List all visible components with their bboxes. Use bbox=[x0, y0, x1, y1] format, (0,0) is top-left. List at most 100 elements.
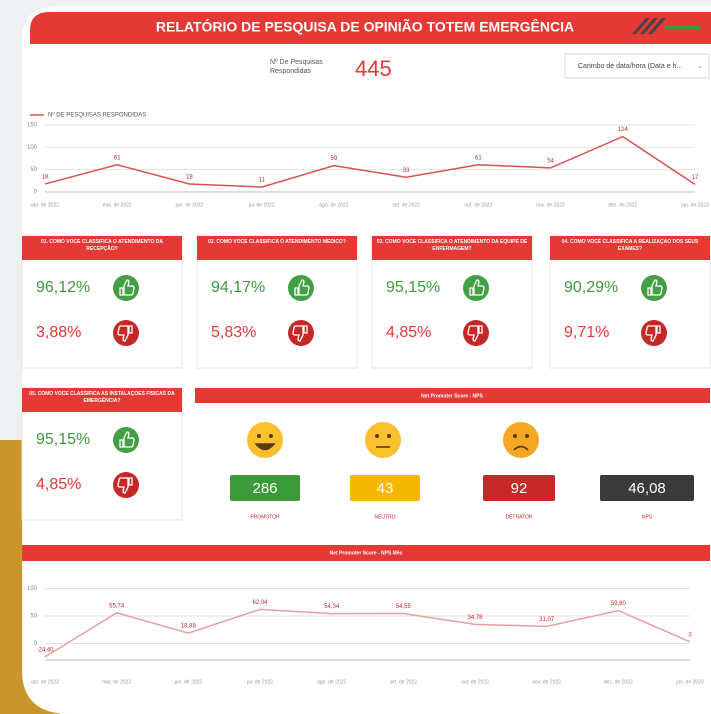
data-label: -24,40 bbox=[36, 647, 54, 653]
line bbox=[44, 135, 696, 188]
x-tick-label: out. de 2022 bbox=[461, 679, 489, 685]
icon-circle bbox=[113, 275, 139, 301]
data-label: 11 bbox=[259, 178, 266, 184]
data-label: 18 bbox=[42, 175, 49, 181]
y-tick-label: 100 bbox=[27, 145, 38, 151]
icon-circle bbox=[288, 275, 314, 301]
x-tick-label: dez. de 2022 bbox=[604, 679, 633, 685]
emoji-angry bbox=[503, 422, 539, 458]
x-tick-label: jul. de 2022 bbox=[246, 679, 273, 685]
data-label: 33 bbox=[403, 168, 410, 174]
x-tick-label: jan. de 2023 bbox=[675, 679, 704, 685]
card-title-box: 01. COMO VOCÊ CLASSIFICA O ATENDIMENTO D… bbox=[41, 239, 163, 252]
negative-pct: 9,71% bbox=[564, 324, 609, 341]
data-label: 59 bbox=[331, 156, 338, 162]
icon-circle bbox=[113, 427, 139, 453]
card-header bbox=[22, 236, 182, 260]
thumb-up-icon bbox=[463, 275, 489, 301]
nps-value: 43 bbox=[377, 480, 394, 497]
data-label: 54,34 bbox=[324, 604, 340, 610]
filter-text: Carimbo de data/hora (Data e h... bbox=[578, 63, 682, 70]
x-tick-label: out. de 2022 bbox=[464, 202, 492, 208]
x-tick-label: dez. de 2022 bbox=[608, 202, 637, 208]
nps-label: PROMOTOR bbox=[250, 514, 280, 520]
emoji-face bbox=[365, 422, 401, 458]
filter-dropdown[interactable] bbox=[564, 53, 710, 79]
card-title-box: 05. COMO VOCÊ CLASSIFICA AS INSTALAÇÕES … bbox=[29, 391, 175, 404]
card-title: 04. COMO VOCÊ CLASSIFICA A REALIZAÇÃO DO… bbox=[561, 239, 699, 252]
data-label: 31,07 bbox=[539, 617, 555, 623]
y-tick-label: 0 bbox=[34, 641, 38, 647]
emoji-mouth bbox=[254, 443, 276, 451]
nps-box bbox=[350, 475, 420, 501]
thumb-up-icon bbox=[288, 275, 314, 301]
card-title: 05. COMO VOCÊ CLASSIFICA AS INSTALAÇÕES … bbox=[29, 391, 175, 404]
x-tick-label: mai. de 2022 bbox=[102, 679, 131, 685]
summary-label: Nº De Pesquisas Respondidas bbox=[270, 59, 323, 75]
icon-circle bbox=[113, 472, 139, 498]
icon-circle bbox=[641, 275, 667, 301]
emoji-eye bbox=[525, 434, 529, 438]
negative-pct: 4,85% bbox=[386, 324, 431, 341]
emoji-smile bbox=[247, 422, 283, 458]
data-label: 59,80 bbox=[611, 601, 627, 607]
emoji-mouth bbox=[513, 445, 529, 451]
emoji-eye bbox=[375, 434, 379, 438]
icon-circle bbox=[288, 320, 314, 346]
x-tick-label: jun. de 2022 bbox=[175, 202, 204, 208]
nps-title: Net Promoter Score - NPS bbox=[421, 393, 483, 399]
icon-glyph bbox=[467, 325, 483, 342]
card-title: 01. COMO VOCÊ CLASSIFICA O ATENDIMENTO D… bbox=[41, 239, 163, 252]
nps-value: 46,08 bbox=[628, 480, 666, 497]
emoji-eye bbox=[257, 434, 261, 438]
x-tick-label: nov. de 2022 bbox=[536, 202, 565, 208]
thumb-down-icon bbox=[641, 320, 667, 346]
frame bbox=[22, 6, 711, 714]
icon-glyph bbox=[645, 325, 661, 342]
emoji-flat bbox=[365, 422, 401, 458]
nps-box bbox=[600, 475, 694, 501]
x-tick-label: jan. de 2023 bbox=[680, 202, 709, 208]
summary-label-box: Nº De Pesquisas Respondidas bbox=[270, 59, 323, 75]
icon-glyph bbox=[292, 325, 308, 342]
icon-glyph bbox=[469, 279, 485, 296]
x-tick-label: set. de 2022 bbox=[392, 202, 420, 208]
thumb-up-icon bbox=[641, 275, 667, 301]
positive-pct: 95,15% bbox=[386, 279, 440, 296]
data-label: 54,55 bbox=[396, 604, 412, 610]
line bbox=[44, 608, 691, 658]
y-tick-label: 150 bbox=[27, 123, 38, 129]
dropdown-caret: ⌄ bbox=[697, 63, 703, 70]
card-title-box: 04. COMO VOCÊ CLASSIFICA A REALIZAÇÃO DO… bbox=[561, 239, 699, 252]
data-label: 124 bbox=[618, 127, 629, 133]
data-label: 61 bbox=[114, 155, 121, 161]
x-tick-label: abr. de 2022 bbox=[31, 679, 59, 685]
x-tick-label: jun. de 2022 bbox=[174, 679, 203, 685]
emoji-eye bbox=[513, 434, 517, 438]
icon-glyph bbox=[647, 279, 663, 296]
data-label: 3 bbox=[688, 632, 692, 638]
thumb-down-icon bbox=[113, 320, 139, 346]
nps-value: 286 bbox=[252, 480, 277, 497]
data-label: 61 bbox=[475, 155, 482, 161]
positive-pct: 95,15% bbox=[36, 431, 90, 448]
nps-label: DETRATOR bbox=[505, 514, 532, 520]
header-title: RELATÓRIO DE PESQUISA DE OPINIÃO TOTEM E… bbox=[156, 18, 574, 35]
icon-glyph bbox=[119, 279, 135, 296]
x-tick-label: mai. de 2022 bbox=[103, 202, 132, 208]
data-label: 18 bbox=[186, 175, 193, 181]
thumb-up-icon bbox=[113, 275, 139, 301]
emoji-eye bbox=[269, 434, 273, 438]
nps-box bbox=[230, 475, 300, 501]
thumb-down-icon bbox=[463, 320, 489, 346]
thumb-down-icon bbox=[288, 320, 314, 346]
data-label: 62,04 bbox=[252, 600, 268, 606]
emoji-eye bbox=[387, 434, 391, 438]
negative-pct: 5,83% bbox=[211, 324, 256, 341]
card-title-box: 03. COMO VOCÊ CLASSIFICA O ATENDIMENTO D… bbox=[377, 239, 527, 252]
emoji-face bbox=[503, 422, 539, 458]
card-header bbox=[22, 388, 182, 412]
icon-circle bbox=[641, 320, 667, 346]
